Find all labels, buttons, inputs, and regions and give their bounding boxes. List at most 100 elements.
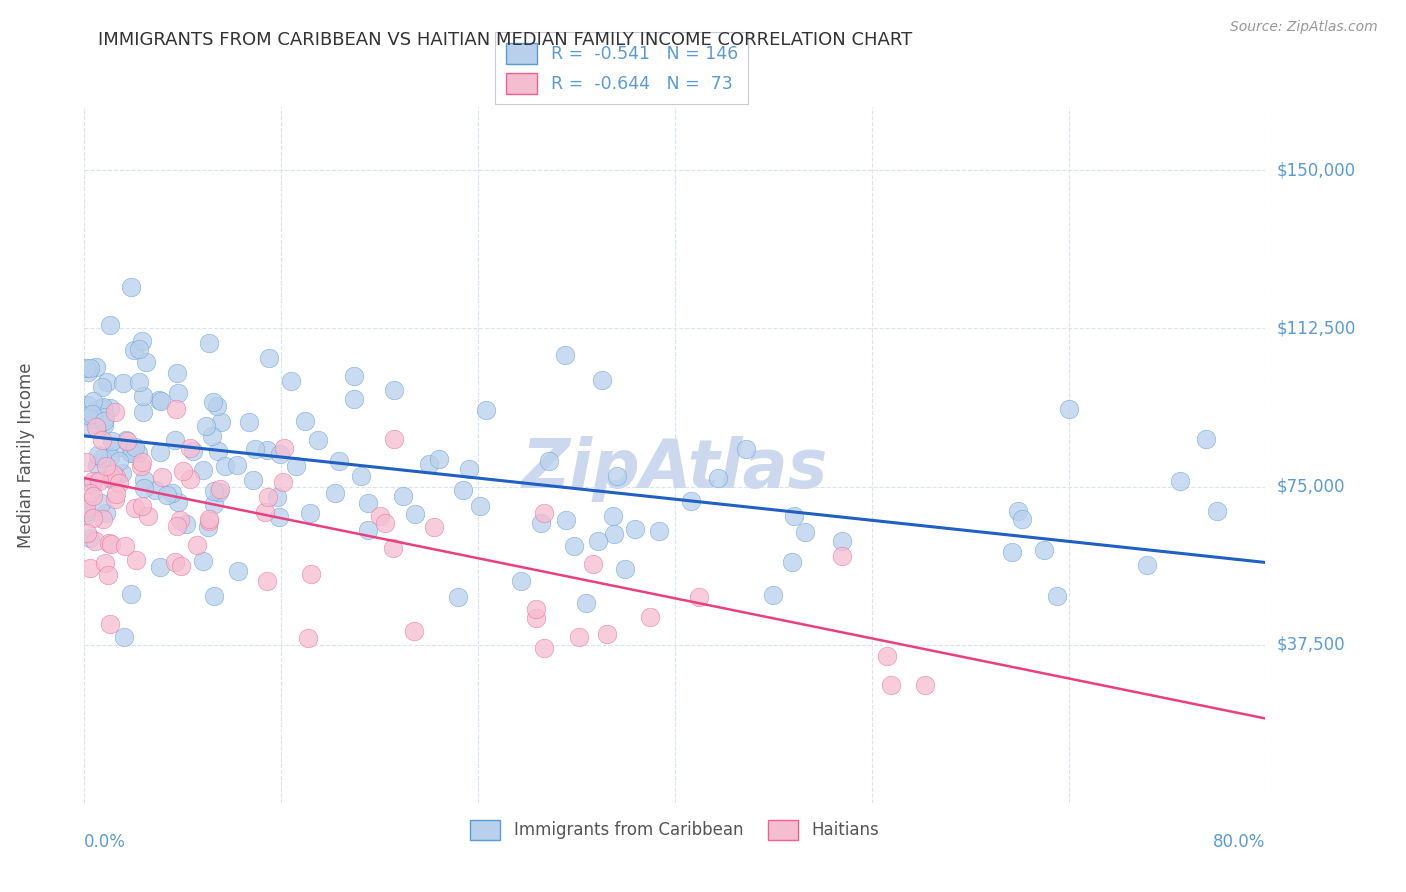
Point	[75, 508, 97, 522]
Point	[707, 471, 730, 485]
Point	[94, 556, 117, 570]
Point	[181, 444, 204, 458]
Point	[328, 454, 350, 468]
Point	[1001, 545, 1024, 559]
Point	[253, 505, 276, 519]
Point	[131, 455, 153, 469]
Point	[84, 534, 107, 549]
Point	[79, 360, 101, 375]
Point	[149, 394, 172, 409]
Text: 0.0%: 0.0%	[84, 833, 127, 851]
Point	[475, 403, 498, 417]
Point	[1136, 558, 1159, 572]
Point	[780, 555, 803, 569]
Legend: Immigrants from Caribbean, Haitians: Immigrants from Caribbean, Haitians	[464, 813, 886, 847]
Point	[98, 616, 121, 631]
Point	[831, 549, 853, 563]
Point	[84, 419, 107, 434]
Point	[1168, 474, 1191, 488]
Text: $150,000: $150,000	[1277, 161, 1355, 179]
Point	[427, 451, 450, 466]
Point	[79, 486, 101, 500]
Point	[121, 446, 143, 460]
Point	[269, 447, 291, 461]
Point	[225, 458, 247, 472]
Point	[350, 469, 373, 483]
Point	[120, 280, 142, 294]
Point	[404, 507, 426, 521]
Point	[128, 376, 150, 390]
Point	[307, 434, 329, 448]
Point	[202, 483, 225, 498]
Point	[298, 506, 321, 520]
Point	[209, 482, 232, 496]
Point	[172, 464, 194, 478]
Point	[256, 574, 278, 588]
Point	[555, 513, 578, 527]
Point	[86, 421, 108, 435]
Point	[1195, 432, 1218, 446]
Point	[1007, 504, 1029, 518]
Point	[582, 558, 605, 572]
Point	[131, 499, 153, 513]
Point	[163, 434, 186, 448]
Point	[148, 393, 170, 408]
Point	[149, 559, 172, 574]
Point	[202, 589, 225, 603]
Point	[115, 434, 138, 448]
Point	[193, 554, 215, 568]
Point	[266, 490, 288, 504]
Text: IMMIGRANTS FROM CARIBBEAN VS HAITIAN MEDIAN FAMILY INCOME CORRELATION CHART: IMMIGRANTS FROM CARIBBEAN VS HAITIAN MED…	[98, 31, 912, 49]
Point	[638, 610, 661, 624]
Point	[79, 531, 101, 545]
Point	[280, 374, 302, 388]
Point	[124, 440, 146, 454]
Point	[195, 419, 218, 434]
Point	[537, 454, 560, 468]
Point	[1032, 543, 1054, 558]
Point	[108, 475, 131, 490]
Point	[1046, 589, 1069, 603]
Point	[299, 567, 322, 582]
Point	[603, 526, 626, 541]
Point	[202, 395, 225, 409]
Point	[104, 404, 127, 418]
Point	[112, 630, 135, 644]
Point	[370, 509, 392, 524]
Point	[82, 474, 104, 488]
Point	[163, 555, 186, 569]
Point	[101, 471, 124, 485]
Point	[284, 458, 307, 473]
Point	[679, 493, 702, 508]
Point	[112, 376, 135, 391]
Point	[382, 432, 405, 446]
Point	[167, 386, 190, 401]
Point	[451, 483, 474, 498]
Point	[108, 454, 131, 468]
Point	[591, 373, 613, 387]
Point	[91, 512, 114, 526]
Point	[77, 418, 100, 433]
Point	[94, 409, 117, 424]
Point	[104, 491, 127, 506]
Point	[98, 401, 121, 416]
Point	[595, 627, 617, 641]
Point	[256, 443, 278, 458]
Point	[606, 468, 628, 483]
Point	[530, 516, 553, 531]
Point	[198, 514, 221, 528]
Point	[110, 466, 132, 480]
Text: $75,000: $75,000	[1277, 477, 1346, 496]
Point	[418, 458, 440, 472]
Point	[273, 441, 295, 455]
Point	[174, 516, 197, 531]
Point	[169, 559, 191, 574]
Point	[169, 513, 191, 527]
Point	[124, 501, 146, 516]
Point	[793, 525, 815, 540]
Point	[115, 434, 138, 448]
Point	[207, 400, 229, 414]
Point	[238, 415, 260, 429]
Point	[93, 414, 115, 428]
Point	[1011, 512, 1033, 526]
